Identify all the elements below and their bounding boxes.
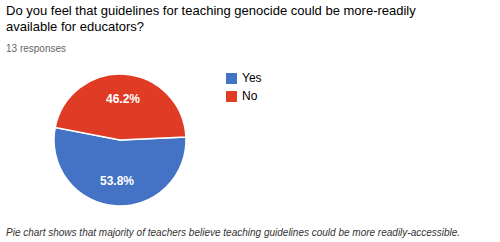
legend-label: Yes [242,71,262,85]
legend-label: No [242,89,258,103]
chart: Do you feel that guidelines for teaching… [0,0,500,242]
legend: Yes No [226,71,262,103]
data-labels: 53.8% 46.2% [100,92,140,188]
title: Do you feel that guidelines for teaching… [6,3,416,34]
caption: Pie chart shows that majority of teacher… [6,227,460,238]
legend-item: No [226,89,258,103]
data-label: 46.2% [106,92,140,106]
legend-swatch [226,73,237,84]
legend-item: Yes [226,71,262,85]
data-label: 53.8% [100,174,134,188]
pie-slice [55,74,186,140]
legend-swatch [226,91,237,102]
pie [54,74,186,206]
subtitle: 13 responses [6,43,66,54]
